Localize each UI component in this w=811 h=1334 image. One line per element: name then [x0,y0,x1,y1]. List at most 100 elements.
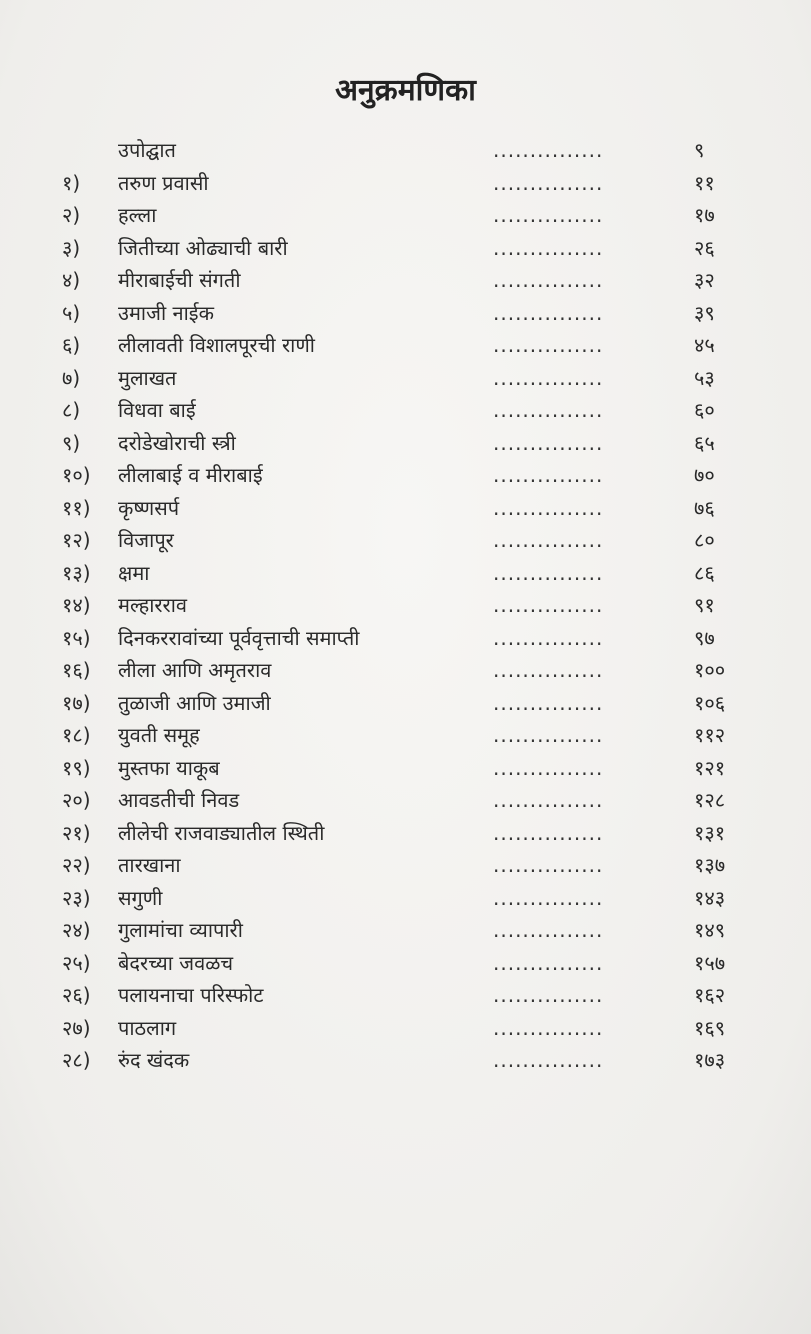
toc-entry: १३) क्षमा............... ८६ [0,557,811,589]
chapter-number: ७) [62,365,81,390]
chapter-title: आवडतीची निवड [118,788,240,812]
page-number: ८६ [694,560,715,585]
dot-leader: ............... [493,1048,604,1072]
chapter-title: दिनकररावांच्या पूर्ववृत्ताची समाप्ती [118,625,360,650]
page-number: १०० [694,658,726,682]
chapter-number: २७) [62,1015,91,1040]
dot-leader: ............... [493,918,604,942]
chapter-title: उपोद्घात [118,138,176,162]
page-number: १२८ [694,788,726,812]
chapter-number: १३) [62,560,91,585]
page-number: ६० [694,398,715,422]
chapter-number: १०) [62,463,91,487]
chapter-title: लीला आणि अमृतराव [118,658,272,682]
page-number: ११२ [694,723,726,747]
chapter-title: मुलाखत [118,365,177,390]
chapter-title: विजापूर [118,528,174,552]
dot-leader: ............... [493,788,604,812]
chapter-title: मुस्तफा याकूब [118,755,220,780]
page-number: ५३ [694,365,715,390]
chapter-number: १५) [62,625,91,650]
page-number: १०६ [694,690,726,715]
toc-entry: ११) कृष्णसर्प............... ७६ [0,492,811,524]
toc-entry: २५) बेदरच्या जवळच............... १५७ [0,947,811,979]
dot-leader: ............... [493,658,604,682]
dot-leader: ............... [493,950,604,975]
toc-entry: २६) पलायनाचा परिस्फोट............... १६२ [0,979,811,1011]
dot-leader: ............... [493,333,604,357]
page-number: ९ [694,138,705,162]
chapter-number: १४) [62,593,91,617]
chapter-title: दरोडेखोराची स्त्री [118,430,236,455]
dot-leader: ............... [493,138,604,162]
toc-entry: १०) लीलाबाई व मीराबाई............... ७० [0,459,811,491]
toc-entry: १९) मुस्तफा याकूब............... १२१ [0,752,811,784]
toc-entry: ४) मीराबाईची संगती............... ३२ [0,264,811,296]
toc-entry: २८) रुंद खंदक............... १७३ [0,1044,811,1076]
dot-leader: ............... [493,560,604,585]
chapter-title: गुलामांचा व्यापारी [118,918,243,942]
dot-leader: ............... [493,495,604,520]
chapter-number: २८) [62,1048,91,1072]
chapter-title: तरुण प्रवासी [118,170,209,195]
chapter-number: २) [62,203,81,227]
page-number: १६९ [694,1015,726,1040]
page-number: २६ [694,235,715,260]
dot-leader: ............... [493,268,604,292]
dot-leader: ............... [493,170,604,195]
toc-entry: १२) विजापूर............... ८० [0,524,811,556]
chapter-number: २१) [62,820,91,845]
page-number: ८० [694,528,715,552]
dot-leader: ............... [493,1015,604,1040]
toc-entry: २१) लीलेची राजवाड्यातील स्थिती...........… [0,817,811,849]
dot-leader: ............... [493,690,604,715]
chapter-number: ३) [62,235,81,260]
chapter-number: १८) [62,723,91,747]
chapter-number: ८) [62,398,81,422]
chapter-title: रुंद खंदक [118,1048,190,1072]
toc-entry: १) तरुण प्रवासी............... ११ [0,167,811,199]
page-number: ७६ [694,495,715,520]
chapter-number: २२) [62,853,91,877]
dot-leader: ............... [493,593,604,617]
toc-entry: ६) लीलावती विशालपूरची राणी...............… [0,329,811,361]
page-number: १४३ [694,885,726,910]
page-number: ११ [694,170,715,195]
dot-leader: ............... [493,463,604,487]
chapter-title: मल्हारराव [118,593,188,617]
chapter-title: मीराबाईची संगती [118,268,241,292]
toc-entry: २०) आवडतीची निवड............... १२८ [0,784,811,816]
page-number: ४५ [694,333,715,357]
chapter-title: लीलावती विशालपूरची राणी [118,333,315,357]
chapter-title: कृष्णसर्प [118,495,180,520]
chapter-title: उमाजी नाईक [118,300,214,325]
chapter-number: ५) [62,300,81,325]
chapter-number: १२) [62,528,91,552]
chapter-title: बेदरच्या जवळच [118,950,234,975]
toc-entry: २२) तारखाना............... १३७ [0,849,811,881]
dot-leader: ............... [493,300,604,325]
dot-leader: ............... [493,885,604,910]
page-number: १२१ [694,755,726,780]
chapter-title: जितीच्या ओढ्याची बारी [118,235,288,260]
toc-entry: ९) दरोडेखोराची स्त्री............... ६५ [0,427,811,459]
page-number: ९७ [694,625,715,650]
toc-entry: ७) मुलाखत............... ५३ [0,362,811,394]
toc-entry: १८) युवती समूह............... ११२ [0,719,811,751]
chapter-number: २६) [62,983,91,1007]
page-number: १५७ [694,950,726,975]
chapter-number: ९) [62,430,81,455]
chapter-number: २४) [62,918,91,942]
chapter-title: युवती समूह [118,723,200,747]
chapter-number: २०) [62,788,91,812]
toc-entry: १७) तुळाजी आणि उमाजी............... १०६ [0,687,811,719]
toc-entry: १५) दिनकररावांच्या पूर्ववृत्ताची समाप्ती.… [0,622,811,654]
page-title: अनुक्रमणिका [335,73,476,108]
page-number: १४९ [694,918,726,942]
dot-leader: ............... [493,983,604,1007]
toc-entry: ५) उमाजी नाईक............... ३९ [0,297,811,329]
page-number: १३७ [694,853,726,877]
toc-entry: २३) सगुणी............... १४३ [0,882,811,914]
chapter-title: लीलाबाई व मीराबाई [118,463,263,487]
